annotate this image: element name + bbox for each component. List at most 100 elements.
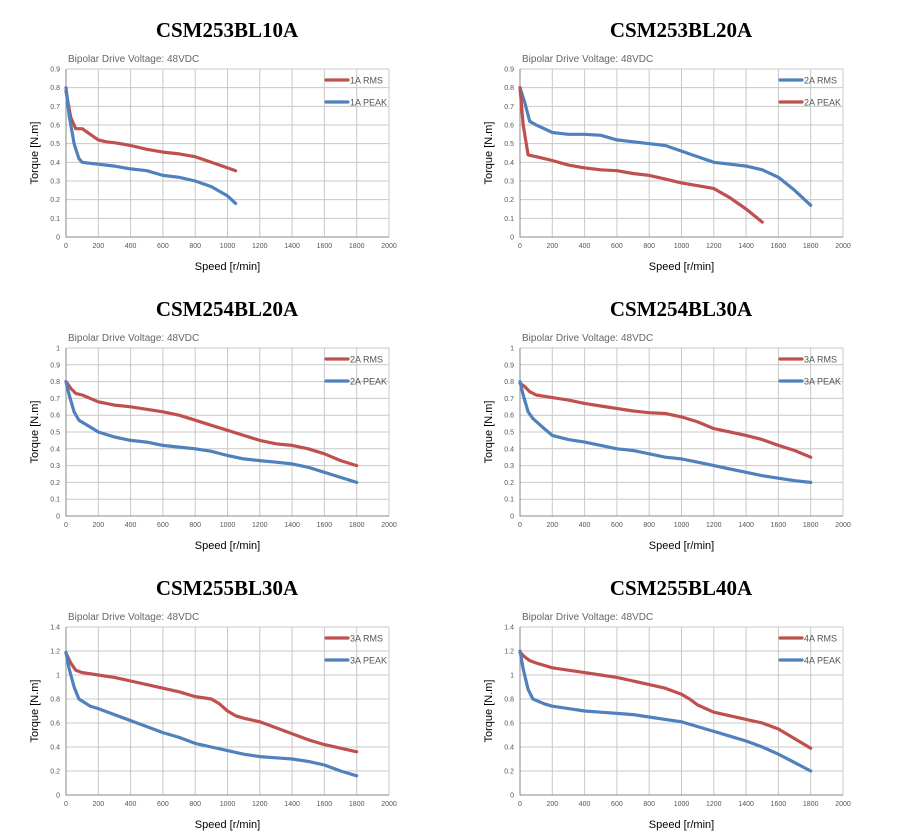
y-tick-label: 0.6 xyxy=(50,721,60,728)
y-axis-label: Torque [N.m] xyxy=(483,680,495,743)
series-line-1a-rms xyxy=(64,89,238,173)
series-line-2a-peak xyxy=(64,380,359,484)
y-tick-label: 0.9 xyxy=(504,67,514,74)
x-tick-label: 1200 xyxy=(706,243,722,250)
y-tick-label: 0.6 xyxy=(50,413,60,420)
y-tick-label: 0 xyxy=(510,235,514,242)
chart-panel-csm254bl30a: CSM254BL30A 0 200 400 600 800 1000 1200 1400 160… xyxy=(454,279,908,558)
x-tick-label: 1600 xyxy=(317,522,333,529)
chart-svg: 0 200 400 600 800 1000 1200 1400 1600 1800 2000 0 0.… xyxy=(483,333,851,552)
x-tick-label: 1800 xyxy=(803,243,819,250)
x-tick-label: 1000 xyxy=(674,243,690,250)
y-tick-label: 0.8 xyxy=(504,85,514,92)
x-tick-label: 0 xyxy=(518,801,522,808)
y-tick-label: 0.9 xyxy=(50,67,60,74)
y-tick-label: 0.5 xyxy=(504,430,514,437)
chart-title: CSM255BL30A xyxy=(155,576,299,600)
y-tick-label: 0.2 xyxy=(504,480,514,487)
series-line-3a-peak xyxy=(518,380,813,484)
x-tick-label: 2000 xyxy=(835,801,851,808)
chart-title: CSM254BL30A xyxy=(609,297,753,321)
chart-panel-csm253bl10a: CSM253BL10A 0 200 400 600 800 1000 1200 1400 160… xyxy=(0,0,454,279)
legend-label: 3A PEAK xyxy=(804,377,841,387)
axes xyxy=(519,69,843,238)
y-tick-label: 0.2 xyxy=(50,197,60,204)
chart-title: CSM253BL20A xyxy=(609,18,753,42)
chart-svg: 0 200 400 600 800 1000 1200 1400 1600 1800 2000 0 0.… xyxy=(483,54,851,273)
x-axis-label: Speed [r/min] xyxy=(195,261,260,273)
x-tick-label: 400 xyxy=(125,243,137,250)
x-tick-label: 800 xyxy=(189,801,201,808)
y-tick-label: 0.6 xyxy=(504,123,514,130)
x-tick-label: 400 xyxy=(579,801,591,808)
axes xyxy=(65,348,389,517)
x-tick-label: 200 xyxy=(92,801,104,808)
y-tick-label: 0 xyxy=(56,793,60,800)
y-tick-label: 0.5 xyxy=(504,141,514,148)
x-tick-label: 400 xyxy=(579,243,591,250)
x-tick-label: 1800 xyxy=(803,801,819,808)
y-tick-label: 1 xyxy=(56,346,60,353)
x-tick-label: 2000 xyxy=(835,522,851,529)
x-tick-label: 600 xyxy=(611,522,623,529)
x-tick-label: 1000 xyxy=(674,801,690,808)
y-axis-label: Torque [N.m] xyxy=(29,680,41,743)
x-tick-label: 600 xyxy=(157,801,169,808)
x-tick-label: 1200 xyxy=(252,522,268,529)
chart-svg: 0 200 400 600 800 1000 1200 1400 1600 1800 2000 0 0.… xyxy=(29,54,397,273)
legend-label: 1A RMS xyxy=(350,76,383,86)
x-tick-label: 1600 xyxy=(771,243,787,250)
x-tick-label: 1400 xyxy=(738,801,754,808)
legend-label: 2A PEAK xyxy=(350,377,387,387)
chart-panel-csm255bl40a: CSM255BL40A 0 200 400 600 800 1000 1200 1400 160… xyxy=(454,558,908,837)
legend-label: 3A RMS xyxy=(804,355,837,365)
y-tick-label: 0 xyxy=(56,235,60,242)
x-tick-label: 1000 xyxy=(220,801,236,808)
legend-label: 3A RMS xyxy=(350,634,383,644)
y-tick-label: 0.7 xyxy=(504,104,514,111)
x-tick-label: 200 xyxy=(546,801,558,808)
chart-panel-csm255bl30a: CSM255BL30A 0 200 400 600 800 1000 1200 1400 160… xyxy=(0,558,454,837)
y-tick-label: 0.8 xyxy=(50,85,60,92)
y-tick-label: 0.3 xyxy=(50,179,60,186)
y-tick-label: 0.2 xyxy=(504,769,514,776)
x-axis-label: Speed [r/min] xyxy=(195,540,260,552)
axes xyxy=(519,348,843,517)
x-tick-label: 1000 xyxy=(220,522,236,529)
y-tick-label: 0.1 xyxy=(504,216,514,223)
y-tick-label: 0.3 xyxy=(50,463,60,470)
x-tick-label: 2000 xyxy=(381,522,397,529)
y-axis-label: Torque [N.m] xyxy=(29,122,41,185)
chart-subtitle: Bipolar Drive Voltage: 48VDC xyxy=(522,333,653,344)
y-tick-label: 0.3 xyxy=(504,179,514,186)
x-tick-label: 400 xyxy=(579,522,591,529)
x-tick-label: 1000 xyxy=(220,243,236,250)
y-tick-label: 0.8 xyxy=(504,697,514,704)
series-line-3a-peak xyxy=(64,650,359,778)
x-tick-label: 1800 xyxy=(349,522,365,529)
y-tick-label: 0.4 xyxy=(50,745,60,752)
y-tick-label: 0.2 xyxy=(504,197,514,204)
y-tick-label: 0.4 xyxy=(504,446,514,453)
x-tick-label: 0 xyxy=(64,522,68,529)
series-line-2a-rms xyxy=(518,86,813,207)
chart-svg: 0 200 400 600 800 1000 1200 1400 1600 1800 2000 0 0.… xyxy=(29,333,397,552)
x-tick-label: 2000 xyxy=(835,243,851,250)
x-tick-label: 800 xyxy=(189,522,201,529)
x-tick-label: 200 xyxy=(92,522,104,529)
y-tick-label: 0.3 xyxy=(504,463,514,470)
y-tick-label: 0.6 xyxy=(504,721,514,728)
x-tick-label: 1600 xyxy=(771,522,787,529)
x-tick-label: 0 xyxy=(64,801,68,808)
chart-title: CSM254BL20A xyxy=(155,297,299,321)
y-tick-label: 1.2 xyxy=(50,649,60,656)
x-tick-label: 1400 xyxy=(284,522,300,529)
x-axis-label: Speed [r/min] xyxy=(649,540,714,552)
x-tick-label: 1200 xyxy=(252,243,268,250)
y-tick-label: 0.4 xyxy=(50,160,60,167)
x-tick-label: 1400 xyxy=(738,243,754,250)
y-tick-label: 0.8 xyxy=(50,379,60,386)
chart-svg: 0 200 400 600 800 1000 1200 1400 1600 1800 2000 0 0.… xyxy=(483,612,851,831)
y-tick-label: 1 xyxy=(510,346,514,353)
legend-label: 3A PEAK xyxy=(350,656,387,666)
